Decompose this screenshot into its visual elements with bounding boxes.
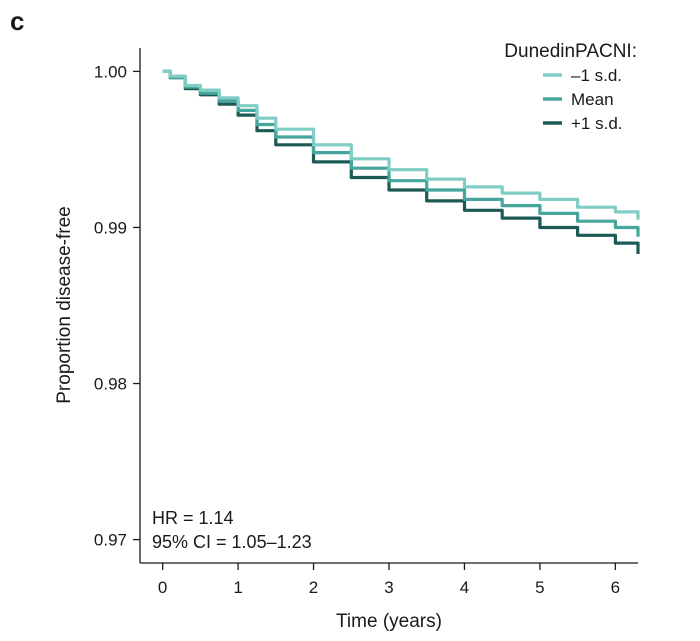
- y-tick-label: 0.97: [94, 531, 127, 550]
- x-tick-label: 1: [233, 578, 242, 597]
- legend-label: Mean: [571, 90, 614, 109]
- x-tick-label: 3: [384, 578, 393, 597]
- annotations: HR = 1.14 95% CI = 1.05–1.23: [152, 508, 312, 552]
- x-tick-label: 4: [460, 578, 469, 597]
- y-axis-title: Proportion disease-free: [54, 206, 75, 404]
- y-tick-label: 0.98: [94, 375, 127, 394]
- x-axis-title: Time (years): [336, 611, 442, 632]
- x-tick-label: 5: [535, 578, 544, 597]
- legend-label: –1 s.d.: [571, 66, 622, 85]
- legend: DunedinPACNI: –1 s.d. Mean +1 s.d.: [504, 41, 637, 133]
- series-lines: [162, 69, 640, 254]
- x-tick-label: 2: [309, 578, 318, 597]
- series-line-1: [162, 69, 640, 237]
- x-tick-label: 6: [611, 578, 620, 597]
- legend-label: +1 s.d.: [571, 114, 623, 133]
- series-line-0: [162, 69, 640, 220]
- ci-annotation: 95% CI = 1.05–1.23: [152, 532, 312, 552]
- panel-label: c: [10, 6, 24, 36]
- x-tick-label: 0: [158, 578, 167, 597]
- y-ticks: 0.97 0.98 0.99 1.00: [94, 62, 140, 550]
- y-tick-label: 0.99: [94, 218, 127, 237]
- x-ticks: 0 1 2 3 4 5 6: [158, 563, 620, 597]
- legend-title: DunedinPACNI:: [504, 41, 637, 62]
- hr-annotation: HR = 1.14: [152, 508, 234, 528]
- axes: [139, 48, 638, 564]
- y-tick-label: 1.00: [94, 62, 127, 81]
